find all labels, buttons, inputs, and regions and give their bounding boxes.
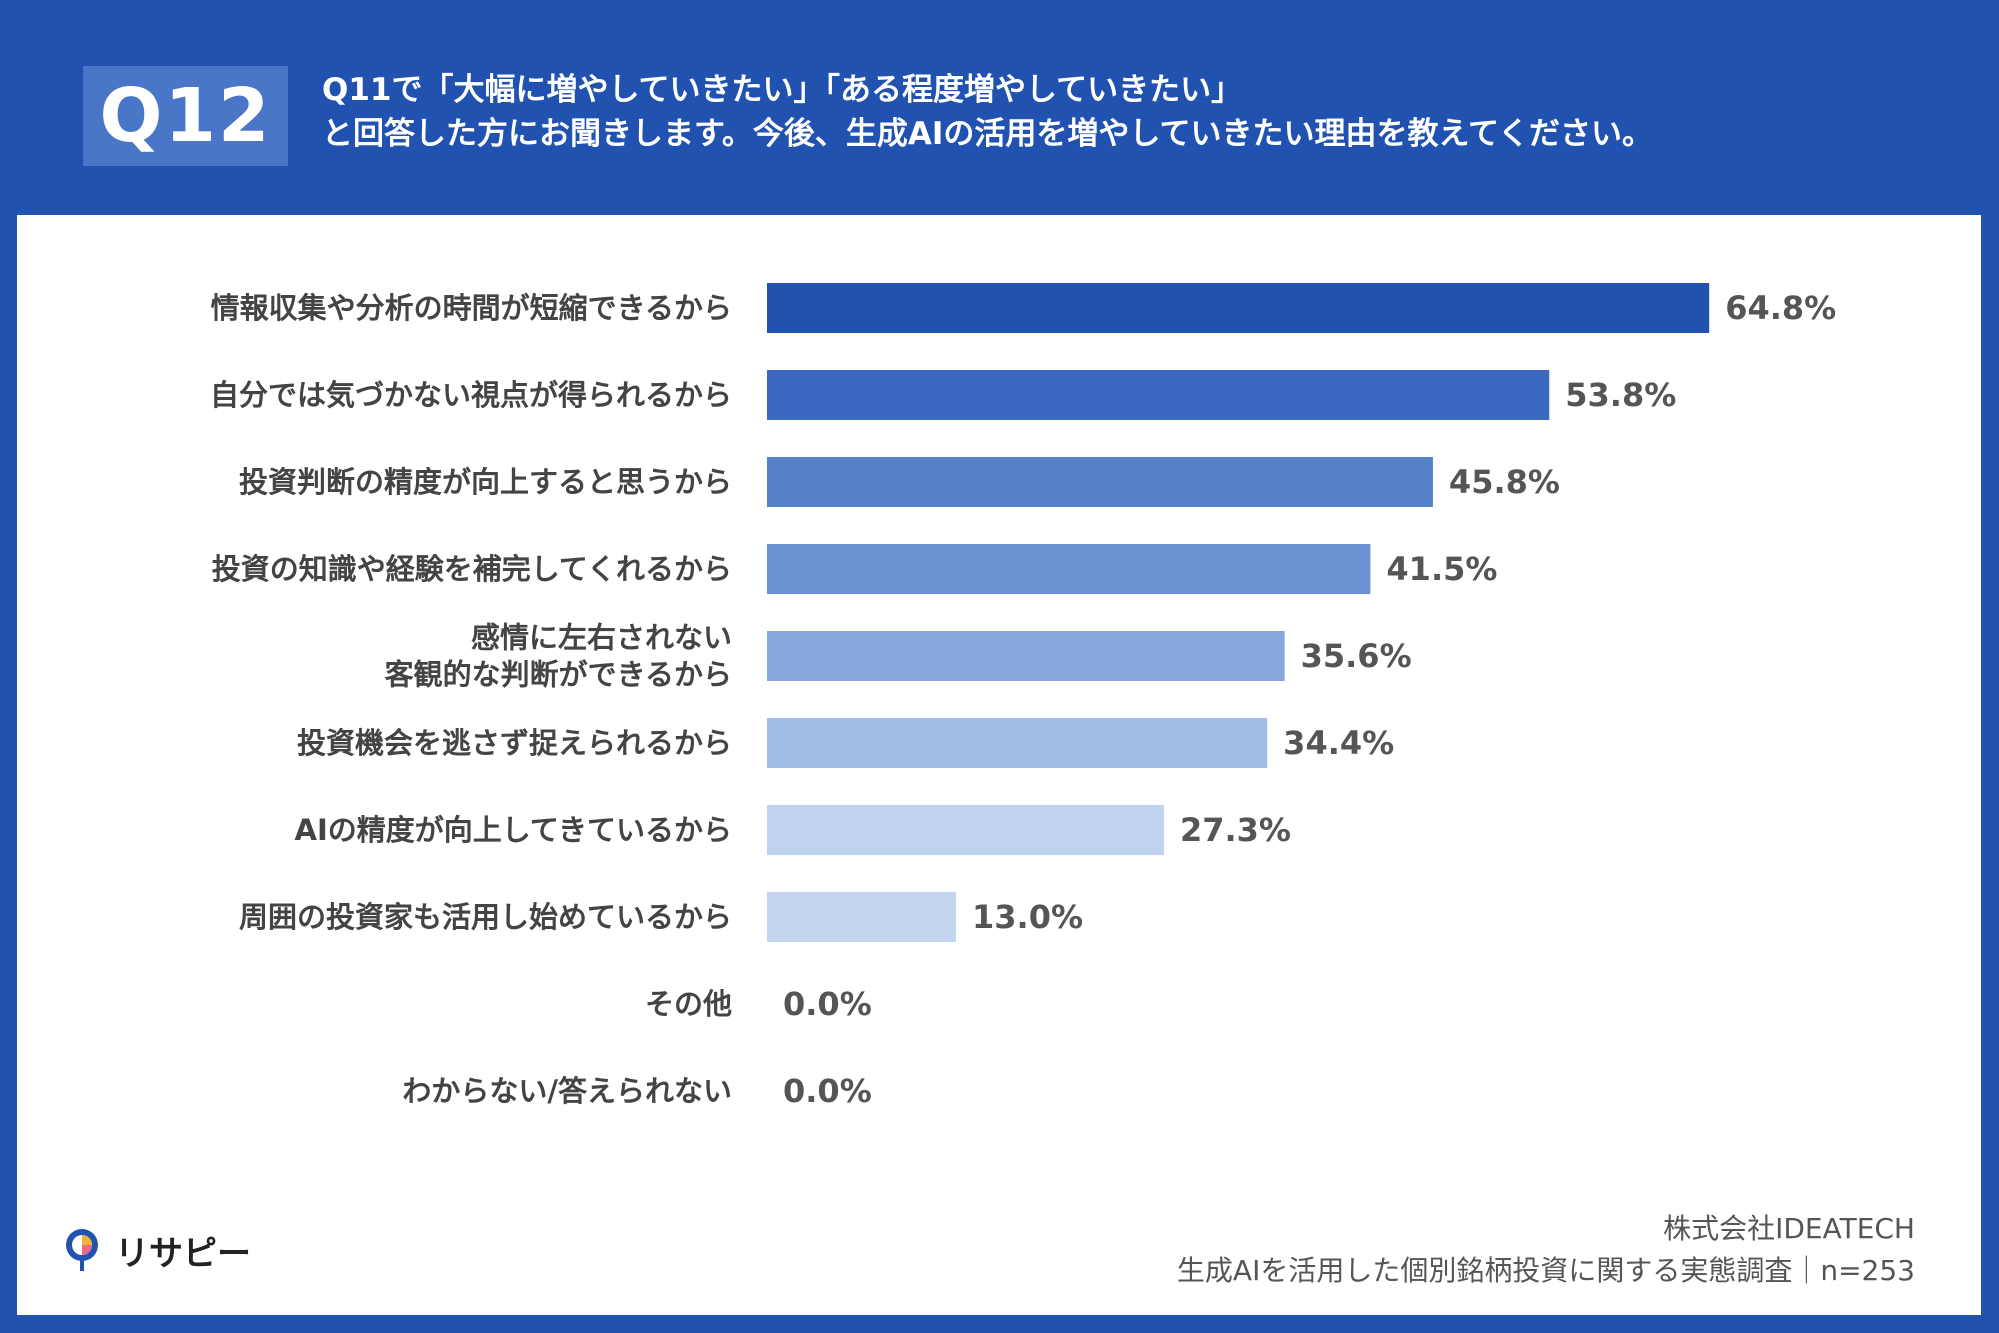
category-label-4: 投資の知識や経験を補完してくれるから bbox=[212, 552, 732, 586]
source-company: 株式会社IDEATECH bbox=[1663, 1212, 1915, 1245]
question-line-1: Q11で「大幅に増やしていきたい」「ある程度増やしていきたい」 bbox=[322, 72, 1243, 108]
question-line-2: と回答した方にお聞きします。今後、生成AIの活用を増やしていきたい理由を教えてく… bbox=[322, 116, 1654, 152]
bar-7 bbox=[767, 805, 1164, 855]
bar-3 bbox=[767, 457, 1433, 507]
header-banner: Q12 Q11で「大幅に増やしていきたい」「ある程度増やしていきたい」 と回答し… bbox=[0, 0, 1999, 215]
risapy-logo-icon bbox=[66, 1229, 98, 1271]
category-label-3: 投資判断の精度が向上すると思うから bbox=[239, 465, 732, 499]
value-label-1: 64.8% bbox=[1725, 289, 1836, 327]
category-label-5: 感情に左右されない客観的な判断ができるから bbox=[385, 621, 732, 692]
bar-5 bbox=[767, 631, 1285, 681]
value-label-2: 53.8% bbox=[1565, 376, 1676, 414]
category-label-7: AIの精度が向上してきているから bbox=[295, 813, 733, 847]
question-text: Q11で「大幅に増やしていきたい」「ある程度増やしていきたい」 と回答した方にお… bbox=[322, 68, 1962, 156]
category-label-1: 情報収集や分析の時間が短縮できるから bbox=[211, 291, 732, 325]
bar-2 bbox=[767, 370, 1550, 420]
category-label-6: 投資機会を逃さず捉えられるから bbox=[297, 726, 732, 760]
bar-4 bbox=[767, 544, 1371, 594]
bar-8 bbox=[767, 892, 957, 942]
value-label-3: 45.8% bbox=[1449, 463, 1560, 501]
category-label-2: 自分では気づかない視点が得られるから bbox=[210, 378, 732, 412]
logo-text: リサピー bbox=[115, 1234, 251, 1274]
category-label-8: 周囲の投資家も活用し始めているから bbox=[239, 900, 732, 934]
source-survey: 生成AIを活用した個別銘柄投資に関する実態調査｜n=253 bbox=[1176, 1254, 1915, 1287]
category-label-9: その他 bbox=[645, 987, 732, 1021]
value-label-7: 27.3% bbox=[1180, 811, 1291, 849]
value-label-8: 13.0% bbox=[972, 898, 1083, 936]
value-label-10: 0.0% bbox=[783, 1072, 872, 1110]
question-number-badge: Q12 bbox=[83, 66, 288, 166]
value-label-6: 34.4% bbox=[1283, 724, 1394, 762]
value-label-4: 41.5% bbox=[1386, 550, 1497, 588]
source-credit: 株式会社IDEATECH 生成AIを活用した個別銘柄投資に関する実態調査｜n=2… bbox=[1015, 1208, 1915, 1292]
bar-1 bbox=[767, 283, 1710, 333]
value-label-9: 0.0% bbox=[783, 985, 872, 1023]
category-label-10: わからない/答えられない bbox=[402, 1074, 732, 1108]
value-label-5: 35.6% bbox=[1301, 637, 1412, 675]
bar-6 bbox=[767, 718, 1268, 768]
